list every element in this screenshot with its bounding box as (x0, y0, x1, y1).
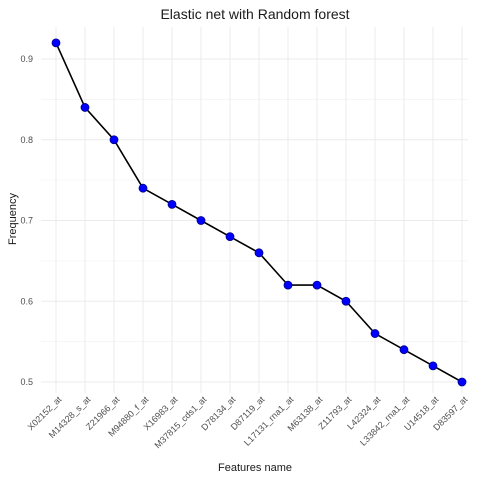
data-point (312, 280, 322, 290)
y-axis-ticks: 0.5 0.6 0.7 0.8 0.9 (20, 54, 33, 387)
y-tick-label: 0.5 (20, 377, 33, 387)
y-tick-label: 0.8 (20, 135, 33, 145)
y-tick-label: 0.9 (20, 54, 33, 64)
data-point (399, 345, 409, 355)
data-point (51, 38, 61, 48)
data-point (254, 248, 264, 258)
y-tick-label: 0.6 (20, 296, 33, 306)
chart-title: Elastic net with Random forest (160, 6, 349, 22)
data-point (370, 329, 380, 338)
data-point (457, 377, 467, 387)
x-tick-label: L17131_rna1_at (242, 394, 296, 448)
data-point (167, 199, 177, 209)
y-axis-title: Frequency (7, 193, 19, 245)
y-tick-label: 0.7 (20, 216, 33, 226)
data-point (341, 296, 351, 306)
data-point (428, 361, 438, 371)
data-point (109, 135, 119, 145)
data-point (196, 216, 206, 225)
x-tick-label: M37815_cds1_at (153, 394, 209, 450)
x-axis-title: Features name (218, 462, 292, 474)
data-point (225, 232, 235, 242)
data-point (80, 103, 90, 112)
x-axis-ticks: X02152_atM14328_s_atZ21966_atM94880_f_at… (26, 394, 470, 450)
data-point (283, 280, 293, 290)
x-tick-label: L33842_rna1_at (358, 394, 412, 448)
data-point (138, 183, 148, 193)
grid (41, 27, 468, 393)
series (51, 38, 467, 387)
